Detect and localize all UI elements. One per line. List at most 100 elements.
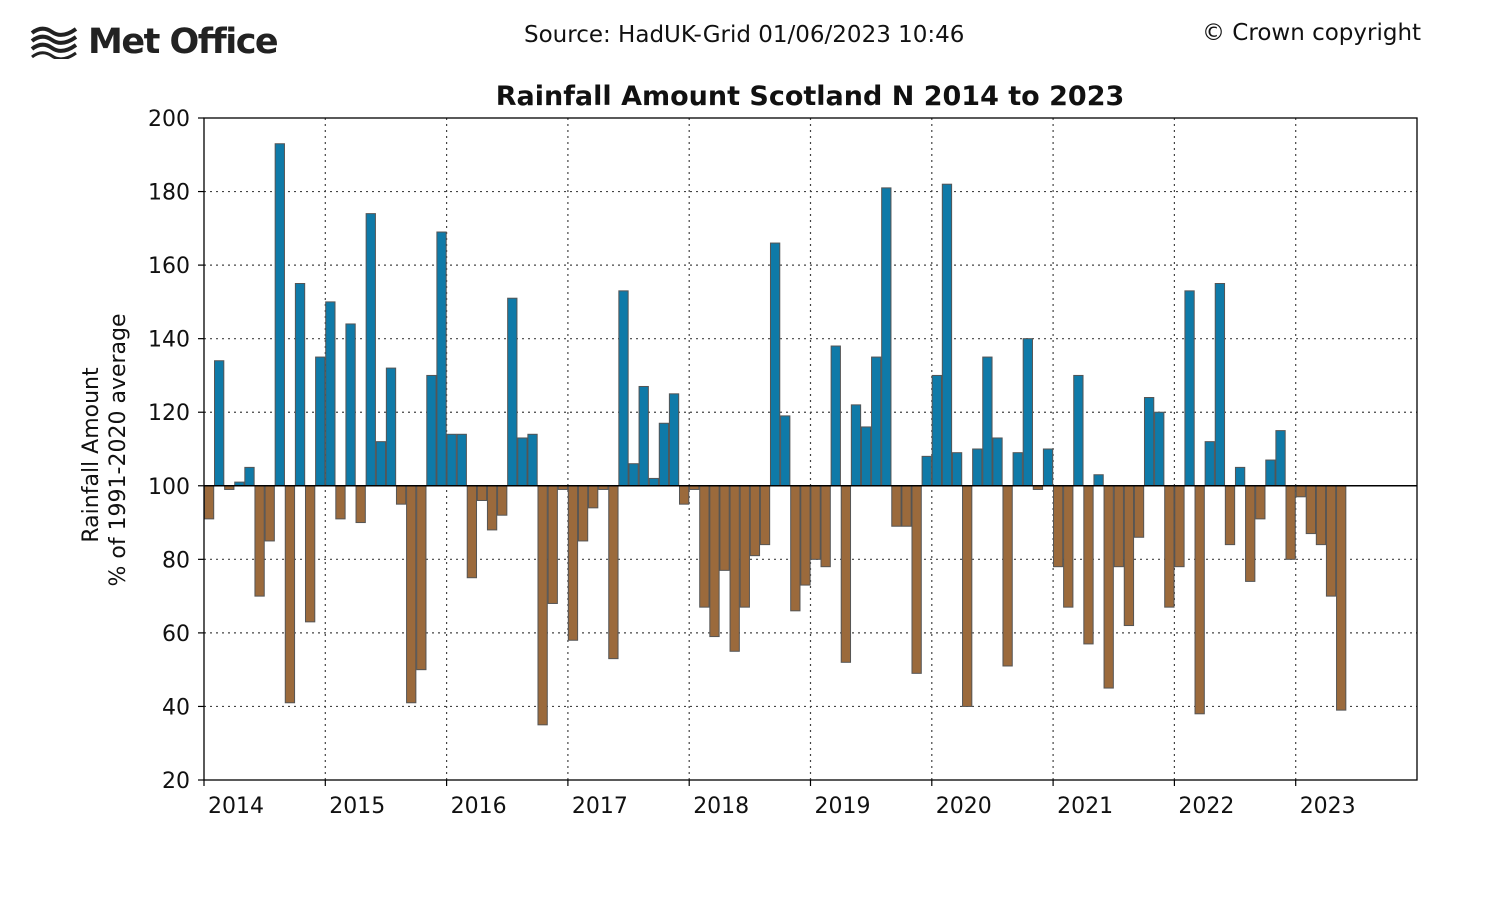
bar-below-average: [547, 485, 558, 604]
bar-below-average: [1123, 485, 1135, 627]
bar-below-average: [1133, 485, 1145, 538]
bar-above-average: [1143, 397, 1155, 487]
bar-below-average: [1113, 485, 1124, 568]
bar-below-average: [1063, 485, 1074, 608]
bar-below-average: [284, 485, 296, 704]
bar-above-average: [446, 433, 457, 487]
bar-below-average: [497, 485, 508, 516]
bar-above-average: [871, 356, 882, 487]
bar-below-average: [820, 485, 831, 568]
bar-below-average: [1245, 485, 1256, 582]
bar-above-average: [921, 455, 932, 487]
bar-below-average: [1224, 485, 1236, 546]
bar-below-average: [1103, 485, 1114, 689]
bar-below-average: [1325, 485, 1337, 597]
bar-above-average: [325, 301, 336, 487]
bar-above-average: [294, 283, 306, 487]
bar-below-average: [486, 485, 498, 531]
bar-below-average: [1305, 485, 1317, 535]
bar-below-average: [416, 485, 427, 671]
bar-above-average: [618, 290, 629, 487]
bar-below-average: [840, 485, 852, 663]
bar-below-average: [810, 485, 821, 560]
copyright-text: © Crown copyright: [1202, 20, 1422, 46]
waves-icon: [30, 26, 78, 59]
bar-below-average: [699, 485, 710, 608]
bar-below-average: [719, 485, 730, 571]
bar-below-average: [1336, 485, 1347, 711]
x-tick-label: 2016: [451, 794, 507, 819]
bar-above-average: [860, 426, 872, 487]
x-tick-label: 2020: [936, 794, 992, 819]
bar-below-average: [254, 485, 265, 597]
axes: 20 40 60 80 100 120 140 160 180 200 2014 2015 2016 20…: [148, 107, 1418, 819]
bar-below-average: [395, 485, 407, 505]
bar-above-average: [951, 452, 963, 487]
bar-above-average: [244, 466, 255, 487]
bar-above-average: [365, 213, 376, 487]
bar-below-average: [355, 485, 366, 524]
bar-above-average: [992, 437, 1003, 487]
bar-above-average: [881, 187, 892, 487]
y-tick-label: 140: [148, 328, 190, 353]
x-tick-label: 2019: [815, 794, 871, 819]
bar-above-average: [507, 297, 518, 487]
bar-above-average: [315, 356, 326, 487]
y-tick-label: 40: [162, 695, 190, 720]
chart-title: Rainfall Amount Scotland N 2014 to 2023: [496, 81, 1125, 112]
bar-above-average: [1093, 474, 1104, 487]
bar-below-average: [1083, 485, 1094, 645]
y-axis-label-line1: Rainfall Amount: [79, 367, 104, 543]
y-tick-label: 120: [148, 401, 190, 426]
bar-below-average: [1164, 485, 1175, 608]
bar-above-average: [1234, 466, 1246, 487]
x-tick-label: 2017: [572, 794, 628, 819]
bar-above-average: [668, 393, 680, 487]
bar-above-average: [385, 367, 397, 487]
bar-below-average: [1285, 485, 1296, 560]
bar-above-average: [648, 477, 659, 487]
x-tick-label: 2021: [1057, 794, 1113, 819]
bar-below-average: [203, 485, 215, 520]
bar-below-average: [537, 485, 548, 726]
bar-above-average: [780, 415, 791, 487]
bar-above-average: [931, 374, 943, 487]
bar-below-average: [588, 485, 599, 509]
bar-below-average: [567, 485, 579, 641]
bar-below-average: [304, 485, 316, 623]
x-tick-label: 2023: [1300, 794, 1356, 819]
bar-below-average: [406, 485, 417, 704]
y-tick-label: 100: [148, 475, 190, 500]
bar-above-average: [1073, 374, 1084, 487]
source-text: Source: HadUK-Grid 01/06/2023 10:46: [524, 22, 965, 48]
x-tick-label: 2022: [1178, 794, 1234, 819]
plot-frame: [203, 117, 1418, 781]
bar-above-average: [1154, 411, 1165, 487]
bar-below-average: [466, 485, 478, 579]
bar-below-average: [901, 485, 912, 527]
bar-above-average: [830, 345, 841, 487]
bar-below-average: [1315, 485, 1327, 546]
bar-below-average: [911, 485, 922, 674]
bar-below-average: [678, 485, 690, 505]
bar-below-average: [1174, 485, 1185, 568]
bar-above-average: [517, 437, 528, 487]
bar-above-average: [375, 441, 387, 487]
bar-below-average: [1295, 485, 1306, 498]
bar-above-average: [628, 463, 639, 487]
bar-below-average: [1194, 485, 1205, 715]
bar-below-average: [264, 485, 275, 542]
bar-above-average: [982, 356, 993, 487]
bar-above-average: [1184, 290, 1195, 487]
bar-below-average: [962, 485, 973, 707]
bar-above-average: [1275, 430, 1286, 487]
bar-above-average: [345, 323, 356, 487]
bar-below-average: [739, 485, 750, 608]
bar-below-average: [891, 485, 902, 527]
bar-above-average: [1012, 452, 1023, 487]
y-tick-label: 60: [162, 622, 190, 647]
y-tick-label: 180: [148, 181, 190, 206]
bar-below-average: [1002, 485, 1013, 667]
bar-below-average: [577, 485, 589, 542]
bar-above-average: [1022, 338, 1033, 487]
